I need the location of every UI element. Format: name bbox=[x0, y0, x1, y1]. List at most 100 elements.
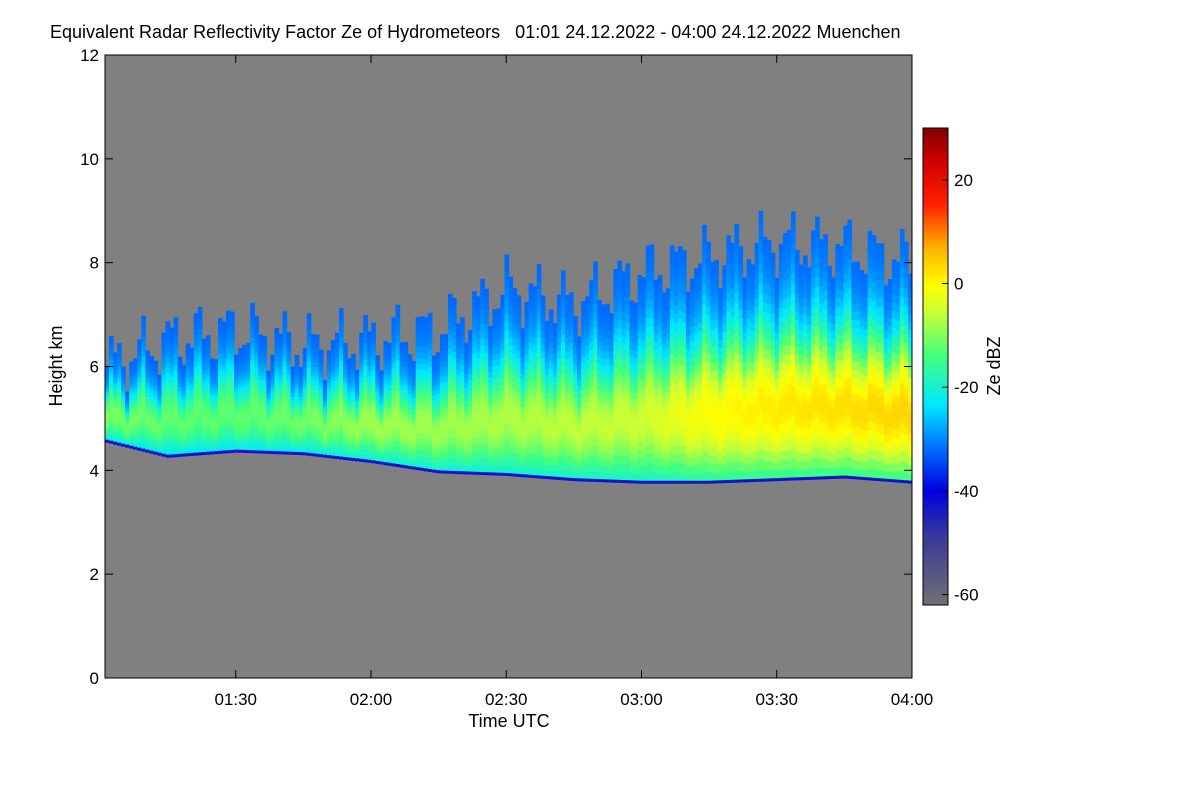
reflectivity-cell bbox=[298, 373, 304, 378]
reflectivity-cell bbox=[641, 277, 647, 286]
reflectivity-cell bbox=[266, 383, 272, 387]
reflectivity-cell bbox=[847, 347, 853, 359]
reflectivity-cell bbox=[827, 379, 832, 388]
reflectivity-cell bbox=[706, 287, 711, 298]
reflectivity-cell bbox=[415, 380, 421, 387]
reflectivity-cell bbox=[121, 402, 126, 406]
reflectivity-cell bbox=[165, 331, 171, 338]
reflectivity-cell bbox=[274, 446, 280, 452]
reflectivity-cell bbox=[807, 452, 812, 462]
reflectivity-cell bbox=[447, 341, 453, 349]
cloud-base-edge bbox=[351, 457, 356, 461]
reflectivity-cell bbox=[774, 431, 780, 441]
reflectivity-cell bbox=[129, 426, 134, 431]
reflectivity-cell bbox=[306, 399, 312, 406]
reflectivity-cell bbox=[201, 417, 207, 423]
reflectivity-cell bbox=[677, 309, 683, 319]
reflectivity-cell bbox=[609, 351, 615, 359]
reflectivity-cell bbox=[407, 362, 413, 368]
reflectivity-cell bbox=[686, 320, 691, 329]
cloud-base-edge bbox=[254, 450, 259, 454]
reflectivity-cell bbox=[661, 415, 667, 424]
reflectivity-cell bbox=[492, 447, 497, 455]
reflectivity-cell bbox=[314, 412, 320, 418]
reflectivity-cell bbox=[754, 270, 760, 280]
reflectivity-cell bbox=[464, 441, 469, 448]
reflectivity-cell bbox=[746, 352, 752, 362]
reflectivity-cell bbox=[407, 440, 413, 446]
reflectivity-cell bbox=[560, 373, 566, 383]
reflectivity-cell bbox=[758, 365, 764, 377]
reflectivity-cell bbox=[653, 465, 659, 474]
reflectivity-cell bbox=[677, 399, 683, 410]
reflectivity-cell bbox=[831, 292, 836, 301]
reflectivity-cell bbox=[556, 399, 562, 408]
reflectivity-cell bbox=[504, 271, 510, 281]
reflectivity-cell bbox=[621, 391, 627, 401]
reflectivity-cell bbox=[585, 464, 590, 473]
reflectivity-cell bbox=[117, 423, 122, 428]
reflectivity-cell bbox=[686, 451, 691, 460]
reflectivity-cell bbox=[141, 402, 146, 409]
reflectivity-cell bbox=[811, 457, 816, 468]
reflectivity-cell bbox=[452, 337, 457, 346]
reflectivity-cell bbox=[750, 272, 756, 282]
reflectivity-cell bbox=[452, 371, 457, 379]
reflectivity-cell bbox=[613, 382, 619, 392]
reflectivity-cell bbox=[472, 339, 477, 348]
reflectivity-cell bbox=[649, 298, 655, 309]
reflectivity-cell bbox=[609, 377, 615, 385]
reflectivity-cell bbox=[528, 401, 534, 410]
reflectivity-cell bbox=[145, 415, 150, 420]
reflectivity-cell bbox=[669, 408, 675, 418]
reflectivity-cell bbox=[823, 448, 828, 459]
reflectivity-cell bbox=[105, 405, 110, 409]
reflectivity-cell bbox=[141, 361, 146, 368]
reflectivity-cell bbox=[698, 305, 703, 315]
reflectivity-cell bbox=[560, 342, 566, 351]
reflectivity-cell bbox=[786, 334, 792, 345]
reflectivity-cell bbox=[714, 268, 719, 278]
reflectivity-cell bbox=[262, 353, 267, 359]
reflectivity-cell bbox=[690, 356, 695, 365]
reflectivity-cell bbox=[601, 391, 606, 400]
reflectivity-cell bbox=[197, 424, 203, 431]
reflectivity-cell bbox=[419, 327, 425, 335]
reflectivity-cell bbox=[823, 336, 828, 347]
reflectivity-cell bbox=[435, 438, 441, 444]
reflectivity-cell bbox=[524, 401, 530, 409]
reflectivity-cell bbox=[282, 332, 288, 339]
reflectivity-cell bbox=[419, 339, 425, 347]
reflectivity-cell bbox=[730, 288, 736, 299]
reflectivity-cell bbox=[476, 444, 481, 453]
cloud-base-edge bbox=[343, 456, 348, 460]
reflectivity-cell bbox=[363, 370, 368, 377]
reflectivity-cell bbox=[754, 306, 760, 317]
reflectivity-cell bbox=[407, 461, 413, 467]
reflectivity-cell bbox=[165, 428, 171, 435]
reflectivity-cell bbox=[351, 357, 356, 363]
reflectivity-cell bbox=[209, 426, 215, 431]
reflectivity-cell bbox=[839, 378, 844, 388]
reflectivity-cell bbox=[637, 346, 643, 355]
reflectivity-cell bbox=[443, 444, 449, 451]
reflectivity-cell bbox=[750, 363, 756, 373]
reflectivity-cell bbox=[718, 421, 723, 430]
reflectivity-cell bbox=[286, 428, 292, 434]
reflectivity-cell bbox=[460, 441, 465, 449]
reflectivity-cell bbox=[205, 366, 211, 372]
reflectivity-cell bbox=[581, 362, 586, 370]
reflectivity-cell bbox=[222, 425, 227, 432]
reflectivity-cell bbox=[508, 374, 514, 384]
reflectivity-cell bbox=[536, 451, 542, 460]
reflectivity-cell bbox=[431, 438, 437, 444]
cloud-base-edge bbox=[762, 478, 768, 482]
reflectivity-cell bbox=[371, 412, 376, 419]
reflectivity-cell bbox=[117, 366, 122, 371]
reflectivity-cell bbox=[528, 460, 534, 469]
reflectivity-cell bbox=[351, 389, 356, 395]
reflectivity-cell bbox=[690, 465, 695, 474]
reflectivity-cell bbox=[181, 368, 187, 373]
reflectivity-cell bbox=[113, 407, 118, 412]
reflectivity-cell bbox=[419, 322, 425, 329]
